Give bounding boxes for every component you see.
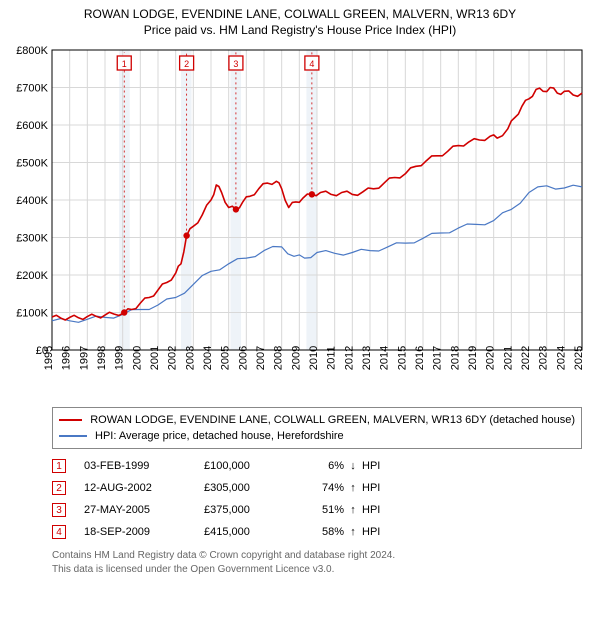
transaction-tag: HPI xyxy=(362,482,402,494)
table-row: 3 27-MAY-2005 £375,000 51% ↑ HPI xyxy=(52,499,590,521)
svg-text:2023: 2023 xyxy=(538,346,550,370)
transaction-pct: 58% xyxy=(304,526,344,538)
svg-text:2002: 2002 xyxy=(167,346,179,370)
svg-text:£800K: £800K xyxy=(16,45,48,57)
legend-item-hpi: HPI: Average price, detached house, Here… xyxy=(59,428,575,444)
svg-text:2003: 2003 xyxy=(184,346,196,370)
legend: ROWAN LODGE, EVENDINE LANE, COLWALL GREE… xyxy=(52,407,582,449)
legend-label-hpi: HPI: Average price, detached house, Here… xyxy=(95,430,344,442)
transaction-marker-icon: 3 xyxy=(52,503,66,517)
up-arrow-icon: ↑ xyxy=(344,482,362,494)
svg-text:2010: 2010 xyxy=(308,346,320,370)
transaction-marker-icon: 4 xyxy=(52,525,66,539)
transaction-tag: HPI xyxy=(362,460,402,472)
transaction-marker-icon: 1 xyxy=(52,459,66,473)
transactions-table: 1 03-FEB-1999 £100,000 6% ↓ HPI 2 12-AUG… xyxy=(52,455,590,543)
transaction-price: £305,000 xyxy=(204,482,304,494)
svg-text:£500K: £500K xyxy=(16,158,48,170)
transaction-date: 27-MAY-2005 xyxy=(84,504,204,516)
svg-text:2015: 2015 xyxy=(396,346,408,370)
svg-text:1995: 1995 xyxy=(43,346,55,370)
legend-swatch-property xyxy=(59,419,82,421)
chart-title: ROWAN LODGE, EVENDINE LANE, COLWALL GREE… xyxy=(10,6,590,38)
transaction-date: 12-AUG-2002 xyxy=(84,482,204,494)
svg-text:£600K: £600K xyxy=(16,120,48,132)
svg-text:3: 3 xyxy=(233,59,238,69)
svg-text:1996: 1996 xyxy=(61,346,73,370)
transaction-tag: HPI xyxy=(362,504,402,516)
svg-text:2014: 2014 xyxy=(379,346,391,370)
transaction-pct: 51% xyxy=(304,504,344,516)
svg-text:£700K: £700K xyxy=(16,83,48,95)
transaction-date: 18-SEP-2009 xyxy=(84,526,204,538)
table-row: 4 18-SEP-2009 £415,000 58% ↑ HPI xyxy=(52,521,590,543)
svg-text:£100K: £100K xyxy=(16,308,48,320)
footer-line-2: This data is licensed under the Open Gov… xyxy=(52,563,590,577)
up-arrow-icon: ↑ xyxy=(344,504,362,516)
svg-text:1: 1 xyxy=(122,59,127,69)
chart-svg: £0£100K£200K£300K£400K£500K£600K£700K£80… xyxy=(10,42,590,394)
transaction-date: 03-FEB-1999 xyxy=(84,460,204,472)
svg-text:2007: 2007 xyxy=(255,346,267,370)
svg-text:2020: 2020 xyxy=(485,346,497,370)
svg-text:2016: 2016 xyxy=(414,346,426,370)
svg-text:1999: 1999 xyxy=(114,346,126,370)
transaction-marker-icon: 2 xyxy=(52,481,66,495)
svg-text:£300K: £300K xyxy=(16,233,48,245)
svg-text:2004: 2004 xyxy=(202,346,214,370)
svg-text:2009: 2009 xyxy=(290,346,302,370)
svg-text:2021: 2021 xyxy=(502,346,514,370)
svg-text:2019: 2019 xyxy=(467,346,479,370)
title-line-2: Price paid vs. HM Land Registry's House … xyxy=(10,22,590,38)
svg-text:2005: 2005 xyxy=(220,346,232,370)
svg-text:2024: 2024 xyxy=(555,346,567,370)
svg-text:1998: 1998 xyxy=(96,346,108,370)
svg-text:2001: 2001 xyxy=(149,346,161,370)
price-chart: £0£100K£200K£300K£400K£500K£600K£700K£80… xyxy=(10,42,590,399)
up-arrow-icon: ↑ xyxy=(344,526,362,538)
svg-text:4: 4 xyxy=(309,59,314,69)
legend-swatch-hpi xyxy=(59,435,87,437)
svg-text:2018: 2018 xyxy=(449,346,461,370)
svg-text:2025: 2025 xyxy=(573,346,585,370)
down-arrow-icon: ↓ xyxy=(344,460,362,472)
svg-text:2006: 2006 xyxy=(237,346,249,370)
footer-line-1: Contains HM Land Registry data © Crown c… xyxy=(52,549,590,563)
transaction-pct: 6% xyxy=(304,460,344,472)
transaction-pct: 74% xyxy=(304,482,344,494)
transaction-price: £375,000 xyxy=(204,504,304,516)
svg-text:£200K: £200K xyxy=(16,270,48,282)
title-line-1: ROWAN LODGE, EVENDINE LANE, COLWALL GREE… xyxy=(10,6,590,22)
svg-text:£400K: £400K xyxy=(16,195,48,207)
footer-attribution: Contains HM Land Registry data © Crown c… xyxy=(52,549,590,576)
svg-text:2012: 2012 xyxy=(343,346,355,370)
table-row: 2 12-AUG-2002 £305,000 74% ↑ HPI xyxy=(52,477,590,499)
svg-text:2017: 2017 xyxy=(432,346,444,370)
svg-text:2000: 2000 xyxy=(131,346,143,370)
svg-text:1997: 1997 xyxy=(78,346,90,370)
svg-text:2022: 2022 xyxy=(520,346,532,370)
legend-label-property: ROWAN LODGE, EVENDINE LANE, COLWALL GREE… xyxy=(90,414,575,426)
legend-item-property: ROWAN LODGE, EVENDINE LANE, COLWALL GREE… xyxy=(59,412,575,428)
transaction-price: £415,000 xyxy=(204,526,304,538)
transaction-tag: HPI xyxy=(362,526,402,538)
table-row: 1 03-FEB-1999 £100,000 6% ↓ HPI xyxy=(52,455,590,477)
svg-text:2013: 2013 xyxy=(361,346,373,370)
svg-text:2008: 2008 xyxy=(273,346,285,370)
svg-text:2: 2 xyxy=(184,59,189,69)
transaction-price: £100,000 xyxy=(204,460,304,472)
